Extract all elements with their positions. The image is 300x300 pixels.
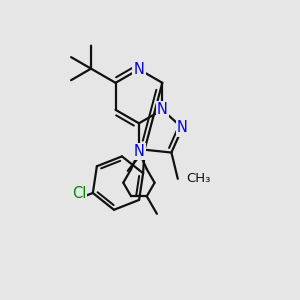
Text: Cl: Cl xyxy=(72,186,86,201)
Text: N: N xyxy=(134,62,144,77)
Text: N: N xyxy=(134,144,144,159)
Text: N: N xyxy=(177,120,188,135)
Text: N: N xyxy=(157,102,168,117)
Text: CH₃: CH₃ xyxy=(186,172,210,185)
